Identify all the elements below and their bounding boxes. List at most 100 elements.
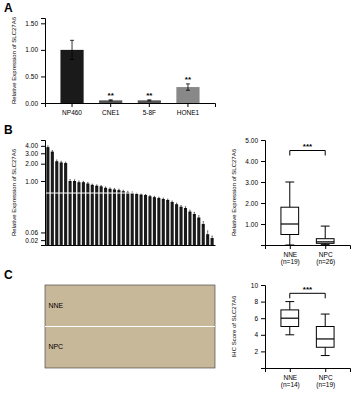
y-tick: 0.00	[25, 100, 45, 107]
y-axis-line	[261, 286, 266, 369]
error-bar	[83, 181, 84, 183]
y-tick: 2.00	[245, 200, 265, 207]
bar	[179, 207, 182, 245]
error-bar-cap	[158, 197, 159, 198]
error-bar-stem	[74, 180, 75, 182]
error-bar-cap	[154, 198, 155, 199]
error-bar-cap	[47, 148, 48, 149]
panel: 1.002.003.004.005.00NNE(n=19)NPC(n=26)**…	[231, 137, 351, 267]
error-bar-stem	[207, 231, 208, 238]
x-tick-label: NP460	[62, 109, 82, 116]
error-bar-cap	[149, 197, 150, 198]
error-bar-cap	[61, 161, 62, 162]
error-bar-cap	[61, 163, 62, 164]
x-axis	[46, 245, 216, 246]
bar	[46, 147, 49, 245]
y-tick: 10	[251, 282, 265, 289]
box	[316, 314, 334, 356]
error-bar-stem	[92, 184, 93, 186]
error-bar	[147, 100, 151, 101]
error-bar	[198, 216, 199, 220]
bar	[91, 185, 94, 245]
x-tick: HONE1	[177, 103, 200, 116]
plot-area	[281, 302, 334, 356]
x-tick-label: HONE1	[177, 109, 200, 116]
error-bar	[65, 162, 66, 164]
error-bar	[78, 181, 79, 184]
error-bar-cap	[140, 195, 141, 196]
y-tick-mark	[261, 203, 265, 204]
significance-label: ***	[303, 285, 313, 294]
error-bar	[87, 182, 88, 184]
y-tick-label: 4.00	[25, 142, 38, 149]
y-tick: 4.00	[245, 158, 265, 165]
bar	[82, 182, 85, 245]
y-tick: 1.00	[245, 221, 265, 228]
error-bar-cap	[52, 150, 53, 151]
error-bar-cap	[180, 207, 181, 208]
error-bar-cap	[185, 209, 186, 210]
error-bar	[114, 188, 115, 190]
panel-label: B	[4, 123, 13, 137]
y-axis: 1.002.003.004.005.00	[245, 137, 265, 246]
error-bar	[47, 146, 48, 149]
y-tick-mark	[261, 285, 265, 286]
error-bar-cap	[189, 213, 190, 214]
bar	[51, 152, 54, 245]
bar	[77, 182, 80, 245]
error-bar-cap	[105, 186, 106, 187]
error-bar-stem	[65, 162, 66, 164]
error-bar-stem	[96, 185, 97, 187]
box-median	[316, 241, 334, 242]
chart-svg: 0.000.501.001.50NP460CNE15-8FHONE1******…	[0, 0, 362, 400]
error-bar	[109, 188, 110, 190]
significance-label: **	[108, 91, 115, 100]
x-axis: NNE(n=14)NPC(n=19)	[266, 368, 351, 389]
bar	[113, 189, 116, 245]
error-bar-cap	[70, 40, 74, 41]
error-bar-cap	[194, 215, 195, 216]
error-bar	[105, 187, 106, 189]
error-bar	[149, 195, 150, 197]
box-whisker-low	[289, 235, 290, 246]
y-tick-mark	[261, 182, 265, 183]
error-bar-cap	[136, 194, 137, 195]
image-divider	[45, 326, 215, 327]
x-tick: 5-8F	[143, 103, 156, 116]
y-tick-label: 3.00	[25, 150, 38, 157]
y-tick: 1.00	[25, 178, 45, 185]
error-bar-cap	[69, 182, 70, 183]
y-tick-label: 1.00	[245, 221, 258, 228]
bar	[138, 100, 161, 103]
error-bar	[74, 180, 75, 182]
y-axis-title: Relative Expression of SLC27A6	[231, 148, 237, 236]
bar	[95, 186, 98, 245]
panel: 0.020.061.002.003.004.00BRelative Expres…	[4, 123, 216, 246]
error-bar-cap	[83, 181, 84, 182]
bar	[100, 186, 103, 245]
panel-label: C	[4, 268, 13, 282]
error-bar	[211, 236, 212, 240]
x-axis-line	[46, 104, 216, 108]
error-bar-cap	[180, 205, 181, 206]
error-bar-cap	[163, 198, 164, 199]
error-bar	[52, 150, 53, 152]
error-bar-cap	[92, 185, 93, 186]
significance-label: **	[185, 75, 192, 84]
y-tick-label: 4.00	[245, 158, 258, 165]
error-bar	[70, 40, 74, 59]
x-tick-mark	[325, 245, 326, 249]
y-tick: 2.00	[25, 160, 45, 167]
y-tick-mark	[41, 23, 45, 24]
error-bar-stem	[114, 188, 115, 190]
x-axis-line	[266, 246, 351, 250]
error-bar-stem	[72, 40, 73, 59]
bar	[69, 181, 72, 245]
x-tick-label-line: (n=26)	[316, 258, 335, 266]
y-tick-mark	[41, 181, 45, 182]
reference-line	[45, 193, 215, 194]
error-bar-cap	[198, 219, 199, 220]
error-bar-stem	[194, 212, 195, 215]
x-tick: NNE(n=19)	[281, 245, 300, 266]
y-axis-line	[41, 19, 46, 104]
